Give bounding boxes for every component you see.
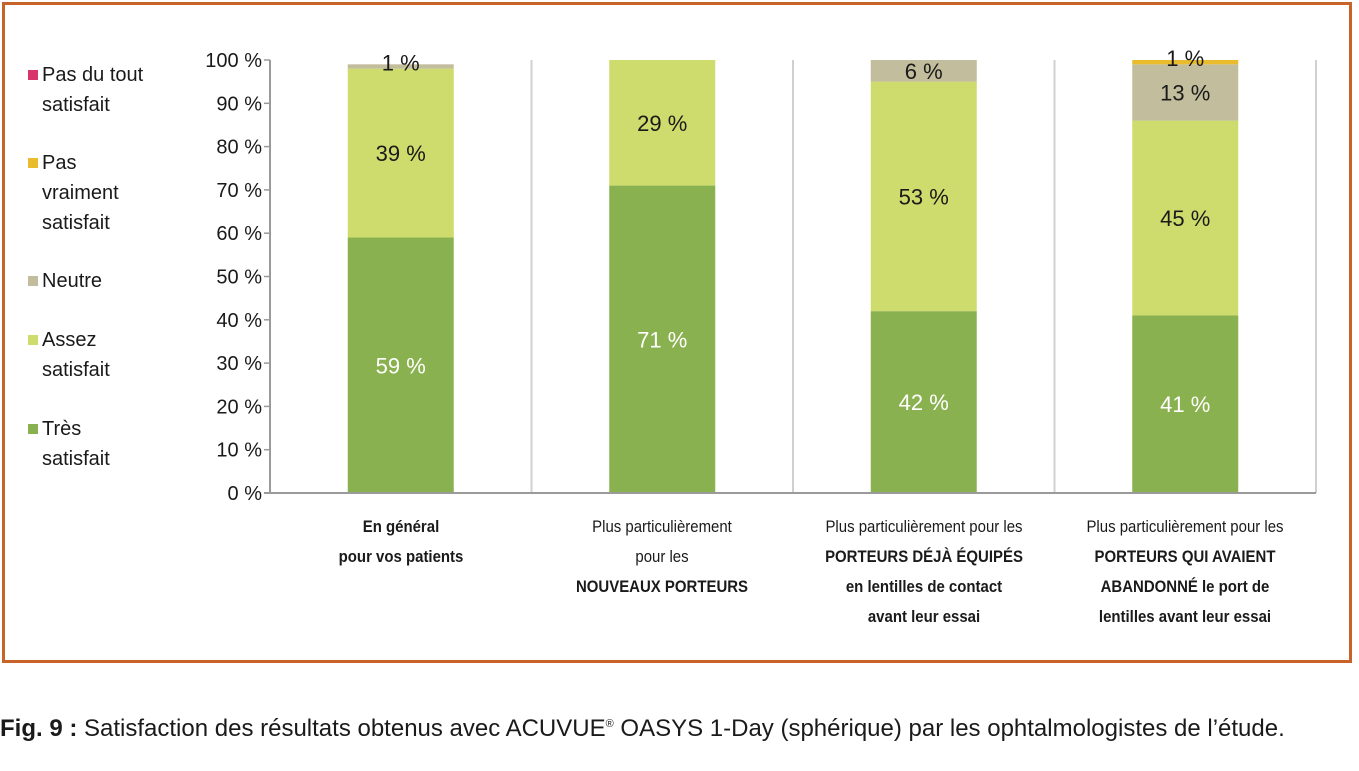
data-label: 45 % <box>1160 206 1210 231</box>
figure-caption: Fig. 9 : Satisfaction des résultats obte… <box>0 709 1359 744</box>
bar-segment <box>609 185 716 493</box>
x-category-label-line: ABANDONNÉ le port de <box>1100 577 1270 596</box>
y-tick-label: 40 % <box>216 310 262 332</box>
bar-segment <box>1132 64 1239 121</box>
bar-segment <box>1132 315 1239 493</box>
legend-item: Très satisfait <box>28 414 172 474</box>
legend-item: Pas du tout satisfait <box>28 60 172 120</box>
bar-segment <box>347 64 454 69</box>
x-category-label-line: en lentilles de contact <box>845 577 1002 596</box>
x-category-label-line: avant leur essai <box>867 607 980 626</box>
legend-item: Pas vraiment satisfait <box>28 148 172 238</box>
bar-segment <box>1132 60 1239 65</box>
bar-segment <box>870 81 977 312</box>
legend-label: Pas vraiment satisfait <box>42 152 119 234</box>
legend-swatch <box>28 335 38 345</box>
caption-text: Satisfaction des résultats obtenus avec … <box>77 715 606 742</box>
x-category-label-line: En général <box>362 517 439 536</box>
data-label: 29 % <box>637 111 687 136</box>
y-tick-label: 50 % <box>216 267 262 289</box>
y-tick-label: 70 % <box>216 180 262 202</box>
x-category-label: En général pour vos patients <box>286 512 515 572</box>
y-tick-label: 30 % <box>216 353 262 375</box>
bar-segment <box>347 68 454 238</box>
x-category-label-line: NOUVEAUX PORTEURS <box>576 577 749 596</box>
legend-swatch <box>28 70 38 80</box>
legend-swatch <box>28 424 38 434</box>
data-label: 6 % <box>905 59 943 84</box>
data-label: 71 % <box>637 327 687 352</box>
y-tick-label: 60 % <box>216 223 262 245</box>
bar-segment <box>609 60 716 186</box>
bar-segment <box>870 311 977 493</box>
caption-figure-number: Fig. 9 : <box>0 715 78 742</box>
caption-text-end: OASYS 1-Day (sphérique) par les ophtalmo… <box>613 715 1285 742</box>
data-label: 1 % <box>382 50 420 75</box>
legend-label: Pas du tout satisfait <box>42 64 144 116</box>
legend-swatch <box>28 276 38 286</box>
legend-item: Assez satisfait <box>28 325 172 385</box>
data-label: 59 % <box>376 353 426 378</box>
data-label: 39 % <box>376 141 426 166</box>
x-category-label-line: PORTEURS QUI AVAIENT <box>1094 547 1276 566</box>
x-category-label-line: pour vos patients <box>338 547 464 566</box>
x-category-label-line: Plus particulièrement pour les <box>825 517 1023 536</box>
x-category-label-line: lentilles avant leur essai <box>1099 607 1272 626</box>
legend-swatch <box>28 158 38 168</box>
legend-label: Assez satisfait <box>42 329 110 381</box>
x-category-label: Plus particulièrement pour les PORTEURS D… <box>809 512 1038 632</box>
x-category-label: Plus particulièrement pour les PORTEURS Q… <box>1071 512 1300 632</box>
x-category-label-line: pour les <box>635 547 689 566</box>
legend-label: Très satisfait <box>42 418 110 470</box>
legend-label: Neutre <box>42 270 103 292</box>
data-label: 41 % <box>1160 392 1210 417</box>
y-tick-label: 20 % <box>216 396 262 418</box>
caption-registered-mark: ® <box>605 718 614 730</box>
x-category-label-line: PORTEURS DÉJÀ ÉQUIPÉS <box>824 547 1023 566</box>
x-category-label-line: Plus particulièrement pour les <box>1086 517 1284 536</box>
x-category-label-line: Plus particulièrement <box>592 517 733 536</box>
y-tick-label: 10 % <box>216 440 262 462</box>
chart-frame <box>2 2 1352 663</box>
bar-segment <box>1132 120 1239 316</box>
bar-segment <box>347 237 454 493</box>
data-label: 42 % <box>899 390 949 415</box>
y-tick-label: 0 % <box>228 483 263 505</box>
y-tick-label: 80 % <box>216 137 262 159</box>
y-tick-label: 90 % <box>216 93 262 115</box>
data-label: 1 % <box>1166 46 1204 71</box>
legend-item: Neutre <box>28 266 172 296</box>
bar-segment <box>870 60 977 82</box>
data-label: 13 % <box>1160 80 1210 105</box>
y-tick-label: 100 % <box>205 50 262 72</box>
data-label: 53 % <box>899 184 949 209</box>
x-category-label: Plus particulièrement pour les NOUVEAUX PO… <box>548 512 777 602</box>
